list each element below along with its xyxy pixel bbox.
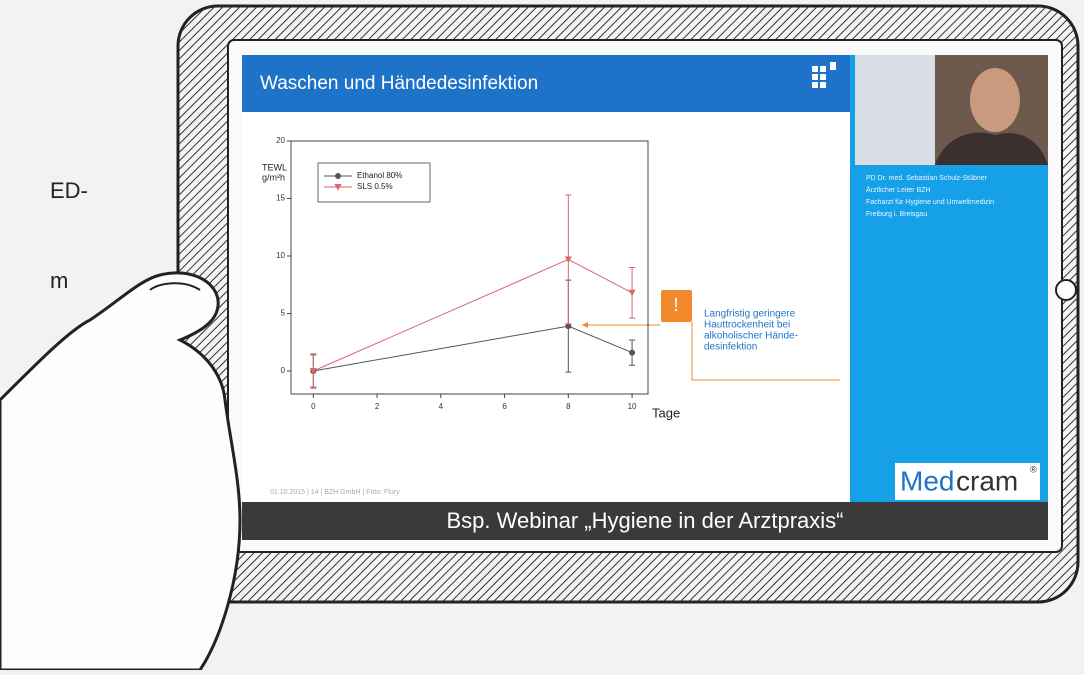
annotation-line: Langfristig geringere — [704, 309, 796, 320]
y-tick-label: 10 — [276, 251, 285, 260]
x-tick-label: 2 — [375, 402, 380, 411]
x-tick-label: 6 — [502, 402, 507, 411]
y-axis-label: TEWL — [262, 162, 287, 172]
caption: Bsp. Webinar „Hygiene in der Arztpraxis“ — [447, 508, 844, 533]
legend-label: SLS 0.5% — [357, 182, 393, 191]
page: ED- m Waschen und Händedesinfektion Med … — [0, 0, 1084, 670]
slide-title: Waschen und Händedesinfektion — [260, 73, 538, 94]
x-tick-label: 4 — [439, 402, 444, 411]
presenter-line: Ärztlicher Leiter BZH — [866, 186, 931, 194]
logo-mark: ® — [1030, 464, 1037, 474]
y-tick-label: 0 — [281, 366, 286, 375]
y-tick-label: 5 — [281, 309, 286, 318]
logo-text: cram — [956, 465, 1018, 496]
side-text: ED- — [50, 178, 88, 203]
y-tick-label: 15 — [276, 194, 285, 203]
annotation-icon: ! — [673, 295, 678, 315]
annotation-line: Hauttrockenheit bei — [704, 320, 790, 331]
presenter-line: Freiburg i. Breisgau — [866, 211, 927, 218]
x-tick-label: 8 — [566, 402, 571, 411]
x-tick-label: 10 — [628, 402, 637, 411]
presenter-face — [970, 68, 1020, 132]
slide-footer: 01.10.2015 | 14 | BZH GmbH | Foto: Flury — [270, 489, 400, 496]
legend-label: Ethanol 80% — [357, 171, 402, 180]
presenter-line: PD Dr. med. Sebastian Schulz-Stübner — [866, 175, 988, 182]
annotation-line: desinfektion — [704, 342, 757, 353]
video-wall — [855, 55, 935, 165]
point — [629, 350, 635, 356]
scene: ED- m Waschen und Händedesinfektion Med … — [0, 0, 1084, 670]
y-axis-label: g/m²h — [262, 172, 285, 182]
logo-text: Med — [900, 465, 954, 496]
annotation-line: alkoholischer Hände- — [704, 331, 798, 342]
x-axis-label: Tage — [652, 405, 680, 420]
x-tick-label: 0 — [311, 402, 316, 411]
home-button — [1056, 280, 1076, 300]
presenter-line: Facharzt für Hygiene und Umweltmedizin — [866, 199, 994, 206]
side-text: m — [50, 268, 68, 293]
y-tick-label: 20 — [276, 136, 285, 145]
legend-marker — [335, 173, 341, 179]
